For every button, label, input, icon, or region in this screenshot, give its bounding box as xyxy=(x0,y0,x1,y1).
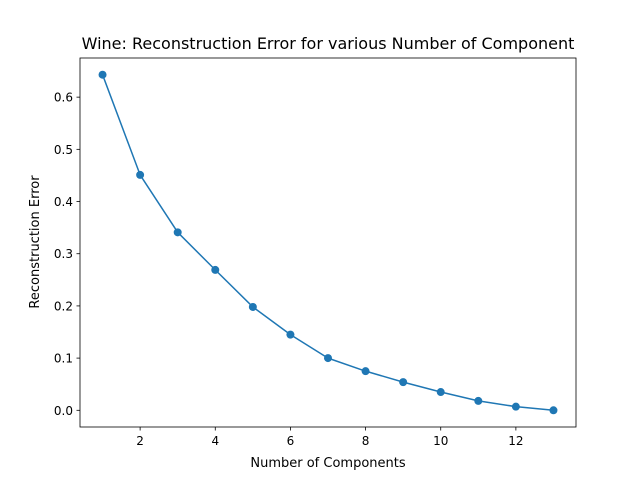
data-point-8 xyxy=(361,367,370,376)
x-tick-label-2: 2 xyxy=(136,434,144,448)
data-point-13 xyxy=(549,406,558,415)
x-tick-label-12: 12 xyxy=(508,434,523,448)
y-tick-label-0.5: 0.5 xyxy=(54,143,73,157)
y-tick-label-0.2: 0.2 xyxy=(54,299,73,313)
data-point-4 xyxy=(211,265,220,274)
data-point-5 xyxy=(248,302,257,311)
x-tick-label-10: 10 xyxy=(433,434,448,448)
data-point-2 xyxy=(136,170,145,179)
y-tick-label-0.1: 0.1 xyxy=(54,352,73,366)
y-tick-label-0.6: 0.6 xyxy=(54,91,73,105)
data-point-12 xyxy=(511,402,520,411)
y-tick-label-0.4: 0.4 xyxy=(54,195,73,209)
data-point-9 xyxy=(399,378,408,387)
chart-title: Wine: Reconstruction Error for various N… xyxy=(82,34,575,53)
axes-frame xyxy=(79,57,577,428)
y-tick-label-0.0: 0.0 xyxy=(54,404,73,418)
data-point-11 xyxy=(474,396,483,405)
data-point-10 xyxy=(436,388,445,397)
data-point-1 xyxy=(98,70,107,79)
data-point-6 xyxy=(286,330,295,339)
x-tick-label-4: 4 xyxy=(211,434,219,448)
x-tick-label-6: 6 xyxy=(287,434,295,448)
x-axis-label: Number of Components xyxy=(250,456,405,471)
x-tick-label-8: 8 xyxy=(362,434,370,448)
data-point-7 xyxy=(324,354,332,363)
y-axis-label: Reconstruction Error xyxy=(28,175,43,309)
data-point-3 xyxy=(173,228,182,237)
plot-area: 2 4 6 8 10 12 0.0 0.1 0.2 0.3 0.4 0.5 0.6 xyxy=(54,57,577,448)
y-tick-label-0.3: 0.3 xyxy=(54,247,73,261)
